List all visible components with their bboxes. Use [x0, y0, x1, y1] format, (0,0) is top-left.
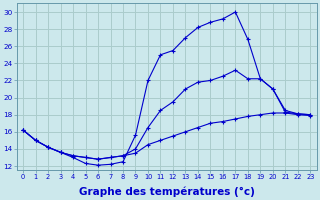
X-axis label: Graphe des températures (°c): Graphe des températures (°c) — [79, 186, 255, 197]
